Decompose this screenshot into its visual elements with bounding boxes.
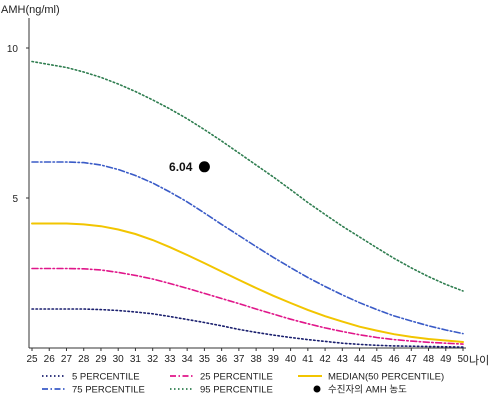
legend-label: 75 PERCENTILE <box>72 385 145 396</box>
y-axis-label: AMH(ng/ml) <box>1 4 60 16</box>
x-tick-label: 33 <box>164 354 176 365</box>
x-tick-label: 49 <box>440 354 452 365</box>
legend-label: 5 PERCENTILE <box>72 372 140 383</box>
series-line-5-percentile <box>31 308 464 348</box>
series-line-median-50-percentile <box>31 222 464 343</box>
series-lines <box>31 60 464 348</box>
y-ticks: 5 10 <box>7 44 29 205</box>
x-tick-label: 47 <box>406 354 418 365</box>
x-tick-label: 40 <box>285 354 297 365</box>
x-tick-label: 41 <box>302 354 314 365</box>
x-tick-label: 43 <box>337 354 349 365</box>
legend-label: 수진자의 AMH 농도 <box>328 385 407 396</box>
x-tick-label: 36 <box>216 354 228 365</box>
patient-amh-point <box>198 161 210 173</box>
x-tick-label: 42 <box>320 354 332 365</box>
x-tick-label: 26 <box>44 354 56 365</box>
patient-amh-value-label: 6.04 <box>169 160 193 174</box>
x-tick-label: 44 <box>354 354 366 365</box>
x-tick-label: 38 <box>251 354 263 365</box>
y-tick-label: 10 <box>7 44 19 55</box>
x-tick-label: 50 <box>457 354 469 365</box>
x-tick-label: 28 <box>78 354 90 365</box>
x-tick-label: 37 <box>233 354 245 365</box>
x-tick-label: 35 <box>199 354 211 365</box>
x-tick-label: 34 <box>182 354 194 365</box>
series-line-75-percentile <box>31 161 464 335</box>
x-tick-label: 46 <box>388 354 400 365</box>
x-tick-label: 45 <box>371 354 383 365</box>
legend-marker <box>313 385 321 393</box>
x-ticks: 25 26 27 28 29 30 31 32 33 34 35 36 37 38 39 40 41 42 43 44… <box>26 348 469 365</box>
legend-label: 25 PERCENTILE <box>200 372 273 383</box>
x-tick-label: 48 <box>423 354 435 365</box>
x-tick-label: 30 <box>113 354 125 365</box>
axes: AMH(ng/ml) 나이 <box>1 4 489 367</box>
x-tick-label: 31 <box>130 354 142 365</box>
legend: 5 PERCENTILE 25 PERCENTILE MEDIAN(50 PERCE… <box>42 372 444 396</box>
series-line-25-percentile <box>31 267 464 345</box>
x-tick-label: 27 <box>61 354 73 365</box>
x-tick-label: 39 <box>268 354 280 365</box>
legend-label: 95 PERCENTILE <box>200 385 273 396</box>
series-line-95-percentile <box>31 60 464 292</box>
x-tick-label: 32 <box>147 354 159 365</box>
y-tick-label: 5 <box>12 194 18 205</box>
legend-label: MEDIAN(50 PERCENTILE) <box>328 372 444 383</box>
patient-points: 6.04 <box>169 160 210 174</box>
x-axis-label: 나이 <box>469 354 489 367</box>
x-tick-label: 29 <box>95 354 107 365</box>
x-tick-label: 25 <box>26 354 38 365</box>
